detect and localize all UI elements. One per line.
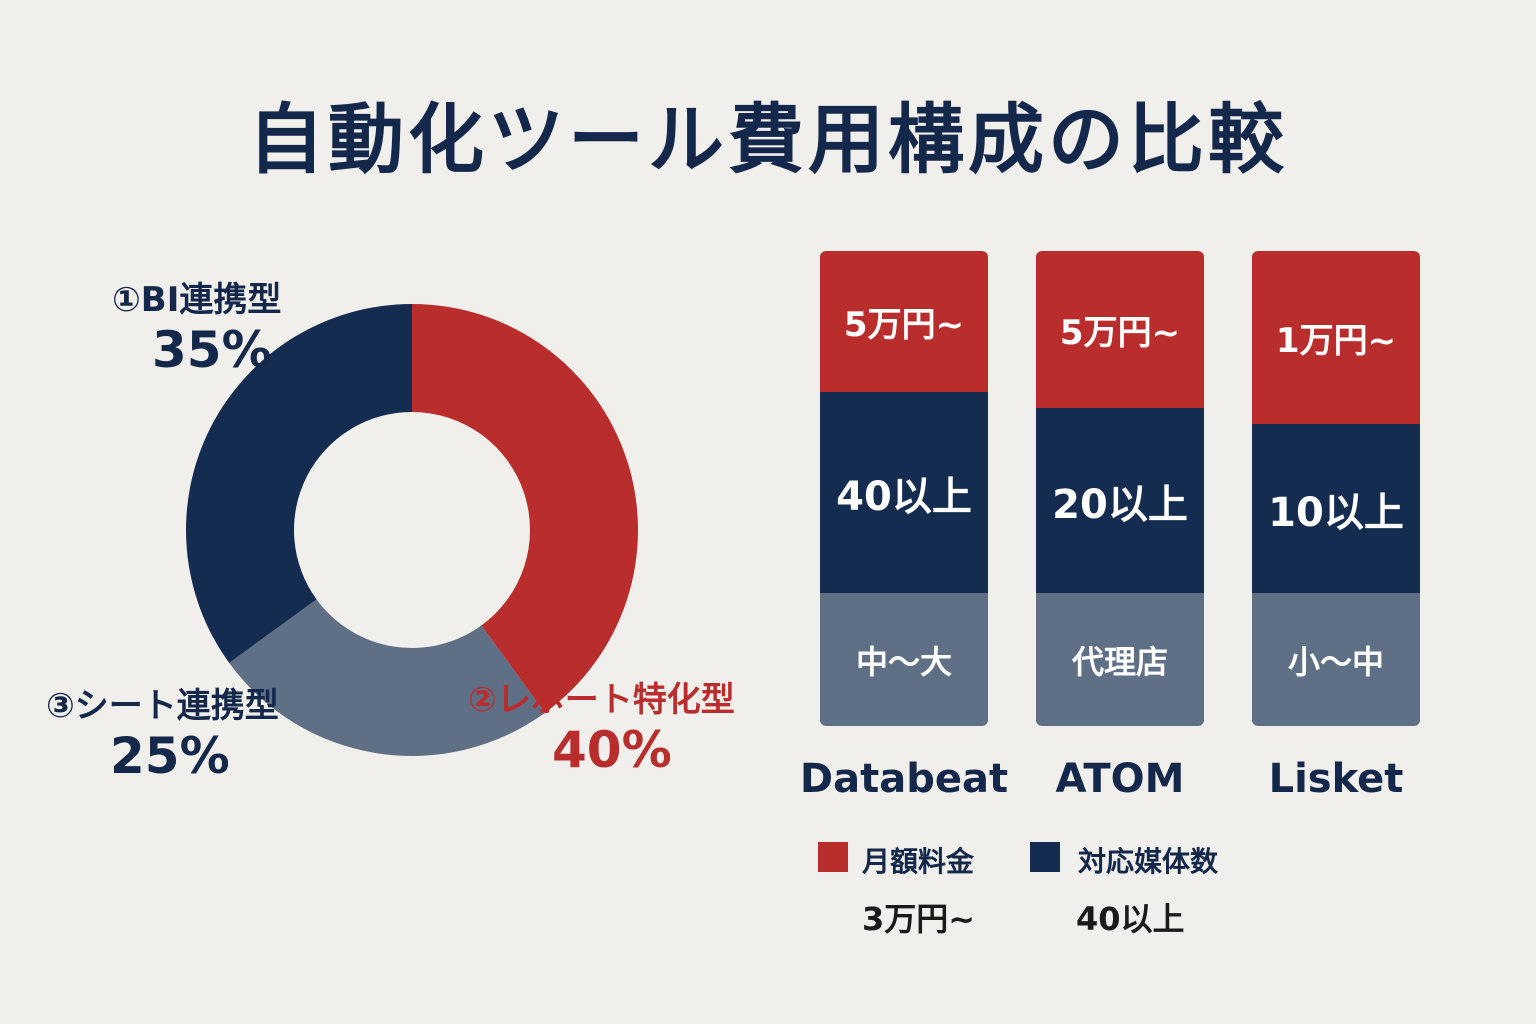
donut-slice-sheet (229, 599, 545, 756)
stack-lisket-scale: 小～中 (1252, 593, 1420, 726)
category-atom: ATOM (1055, 756, 1185, 802)
donut-label-bi-pct: 35% (152, 321, 272, 379)
stack-lisket-monthly-fee: 1万円~ (1252, 251, 1420, 425)
legend-label-media-count: 対応媒体数 (1078, 845, 1219, 878)
stack-databeat-media-count: 40以上 (820, 392, 988, 594)
category-databeat: Databeat (799, 756, 1009, 802)
chart-title: 自動化ツール費用構成の比較 (248, 95, 1288, 184)
donut-label-report-pct: 40% (552, 721, 672, 779)
donut-label-sheet-name: ③シート連携型 (46, 686, 279, 726)
donut-label-report: ②レポート特化型 40% (468, 672, 735, 779)
donut-label-sheet: ③シート連携型 25% (46, 678, 279, 785)
donut-chart (186, 304, 638, 756)
donut-label-bi: ①BI連携型 35% (112, 272, 281, 379)
stack-databeat-scale: 中～大 (820, 593, 988, 726)
stack-atom-media-count: 20以上 (1036, 408, 1204, 594)
stack-atom-scale: 代理店 (1036, 593, 1204, 726)
stack-atom-monthly-fee: 5万円~ (1036, 251, 1204, 409)
legend-note-media-count: 40以上 (1076, 900, 1185, 938)
donut-label-bi-name: ①BI連携型 (112, 280, 282, 320)
donut-label-sheet-pct: 25% (110, 727, 230, 785)
stack-atom: 5万円~ 20以上 代理店 (1036, 251, 1204, 726)
donut-label-report-name: ②レポート特化型 (468, 680, 735, 720)
legend-swatch-monthly-fee (818, 842, 848, 872)
donut-slice-bi (186, 304, 412, 663)
legend-swatch-media-count (1030, 842, 1060, 872)
stack-lisket: 1万円~ 10以上 小～中 (1252, 251, 1420, 726)
stack-lisket-media-count: 10以上 (1252, 424, 1420, 594)
legend-label-monthly-fee: 月額料金 (862, 845, 975, 878)
donut-slice-report (412, 304, 638, 713)
stack-databeat-monthly-fee: 5万円~ (820, 251, 988, 393)
legend-note-monthly-fee: 3万円~ (862, 900, 976, 938)
category-lisket: Lisket (1268, 756, 1404, 802)
stack-databeat: 5万円~ 40以上 中～大 (820, 251, 988, 726)
